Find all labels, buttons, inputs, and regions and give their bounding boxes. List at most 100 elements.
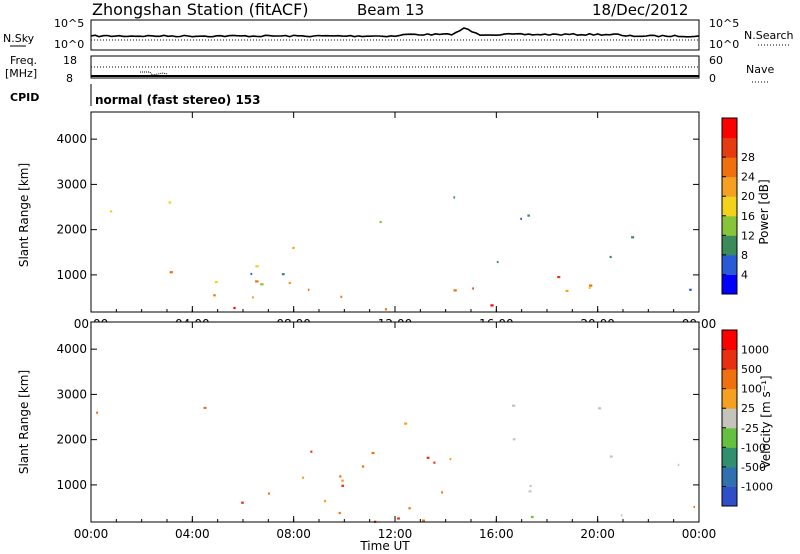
echo-cell bbox=[260, 283, 264, 286]
echo-cell bbox=[453, 289, 457, 292]
echo-cell bbox=[371, 451, 375, 455]
echo-cell bbox=[496, 260, 499, 264]
echo-cell bbox=[109, 210, 113, 213]
velocity-colorbar: 1000 500 100 25 -25 -100 -500 -1000 bbox=[721, 329, 773, 507]
colorbar-tick-label: 12 bbox=[741, 229, 755, 242]
nsearch-label: N.Search bbox=[744, 29, 794, 42]
cpid-text: normal (fast stereo) 153 bbox=[95, 93, 261, 107]
echo-cell bbox=[250, 272, 253, 276]
velocity-panel: 1000 2000 3000 4000 00:00 04:00 08:00 12:00 16:0… bbox=[17, 321, 773, 553]
echo-cell bbox=[693, 505, 695, 509]
echo-cell bbox=[620, 514, 623, 517]
echo-cell bbox=[340, 295, 343, 298]
nsky-tick-bottom: 10^0 bbox=[54, 38, 84, 51]
echo-cell bbox=[453, 196, 456, 199]
echo-cell bbox=[588, 286, 591, 289]
echo-cell bbox=[384, 308, 387, 311]
echo-cell bbox=[557, 276, 561, 279]
beam-label: Beam 13 bbox=[357, 1, 424, 19]
nave-tick-top: 60 bbox=[709, 54, 723, 67]
colorbar-tick-label: -100 bbox=[741, 441, 766, 454]
nsky-tick-top: 10^5 bbox=[54, 17, 84, 30]
colorbar-swatch bbox=[722, 486, 737, 507]
echo-cell bbox=[441, 491, 443, 494]
echo-cell bbox=[96, 411, 98, 414]
colorbar-tick-label: 24 bbox=[741, 171, 755, 184]
echo-cell bbox=[530, 515, 534, 519]
echo-cell bbox=[281, 273, 285, 276]
power-cbar-label: Power [dB] bbox=[757, 179, 771, 244]
echo-cell bbox=[689, 288, 692, 291]
echo-cell bbox=[404, 422, 408, 425]
colorbar-swatch bbox=[722, 388, 737, 409]
colorbar-tick-label: 16 bbox=[741, 210, 755, 223]
echo-cell bbox=[609, 255, 612, 259]
colorbar-tick-label: 100 bbox=[741, 383, 762, 396]
cpid-label: CPID bbox=[10, 91, 39, 104]
power-colorbar: 4 8 12 16 20 24 28 bbox=[721, 117, 755, 295]
velocity-ylabel: Slant Range [km] bbox=[17, 370, 31, 474]
echo-cell bbox=[255, 265, 259, 268]
echo-cell bbox=[233, 306, 236, 310]
nsky-trace bbox=[90, 27, 700, 38]
velocity-cbar-label: Velocity [m s⁻¹] bbox=[759, 375, 773, 468]
echo-cell bbox=[677, 463, 680, 466]
xtick-label: 20:00 bbox=[580, 527, 615, 541]
xtick-label: 04:00 bbox=[175, 527, 210, 541]
echo-cell bbox=[379, 220, 382, 224]
echo-cell bbox=[472, 287, 474, 290]
echo-cell bbox=[241, 501, 244, 504]
colorbar-swatch bbox=[722, 349, 737, 370]
xtick-label: 00:00 bbox=[682, 527, 717, 541]
xtick-label: 12:00 bbox=[378, 527, 413, 541]
colorbar-swatch bbox=[722, 466, 737, 487]
echo-cell bbox=[433, 461, 436, 464]
echo-cell bbox=[361, 465, 365, 468]
freq-label: Freq. bbox=[10, 54, 37, 67]
echo-cell bbox=[449, 458, 452, 461]
echo-cell bbox=[397, 517, 400, 520]
echo-cell bbox=[169, 271, 173, 274]
echo-cell bbox=[203, 406, 207, 409]
nsearch-tick-top: 10^5 bbox=[709, 17, 739, 30]
nave-tick-bottom: 0 bbox=[709, 72, 716, 85]
xtick-label: 00:00 bbox=[74, 527, 109, 541]
echo-cell bbox=[339, 475, 342, 478]
echo-cell bbox=[292, 246, 295, 249]
ytick-label: 1000 bbox=[56, 478, 87, 492]
echo-cell bbox=[426, 456, 430, 459]
echo-cell bbox=[338, 511, 341, 515]
echo-cell bbox=[324, 500, 327, 503]
xtick-label: 16:00 bbox=[479, 527, 514, 541]
colorbar-tick-label: 20 bbox=[741, 190, 755, 203]
echo-cell bbox=[168, 201, 172, 204]
colorbar-swatch bbox=[722, 235, 737, 256]
echo-cell bbox=[307, 288, 310, 291]
power-heatmap bbox=[109, 196, 692, 311]
echo-cell bbox=[302, 476, 305, 479]
echo-cell bbox=[252, 296, 254, 299]
ytick-label: 4000 bbox=[56, 342, 87, 356]
colorbar-tick-label: 8 bbox=[741, 249, 748, 262]
echo-cell bbox=[520, 217, 522, 220]
colorbar-tick-label: -1000 bbox=[741, 480, 773, 493]
cpid-row: CPID normal (fast stereo) 153 bbox=[10, 84, 261, 107]
colorbar-swatch bbox=[722, 369, 737, 390]
nsky-panel: N.Sky 10^5 10^0 10^5 10^0 N.Search bbox=[3, 17, 794, 51]
echo-cell bbox=[512, 404, 516, 407]
xtick-label: 08:00 bbox=[276, 527, 311, 541]
colorbar-swatch bbox=[722, 254, 737, 275]
echo-cell bbox=[214, 281, 218, 284]
freq-tick-bottom: 8 bbox=[66, 72, 73, 85]
echo-cell bbox=[565, 289, 569, 292]
echo-cell bbox=[609, 455, 613, 458]
power-panel: 100020003000400000:0004:0008:0012:0016:0… bbox=[17, 111, 771, 331]
freq-tick-top: 18 bbox=[63, 54, 77, 67]
colorbar-swatch bbox=[722, 447, 737, 468]
power-ylabel: Slant Range [km] bbox=[17, 163, 31, 267]
echo-cell bbox=[528, 490, 532, 493]
xaxis-label: Time UT bbox=[359, 539, 410, 553]
colorbar-swatch bbox=[722, 118, 737, 139]
nsky-label: N.Sky bbox=[3, 32, 35, 45]
